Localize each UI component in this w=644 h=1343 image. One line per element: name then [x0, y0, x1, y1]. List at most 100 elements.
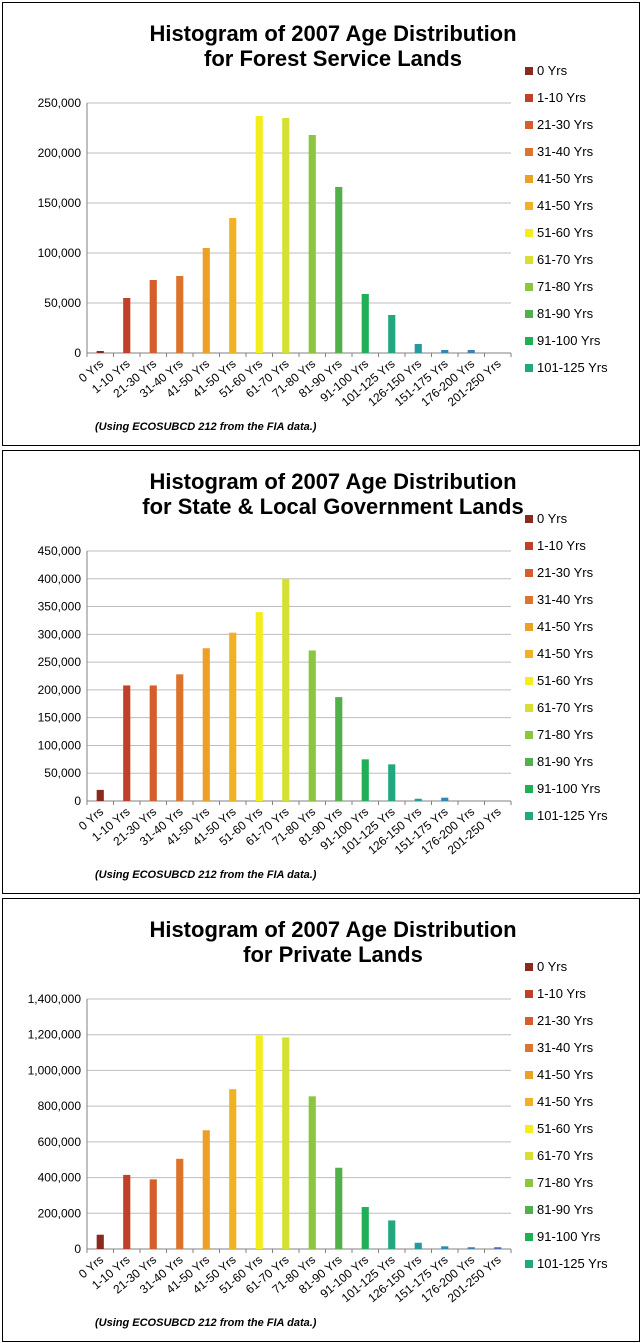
legend-label: 91-100 Yrs: [537, 333, 600, 348]
legend-label: 101-125 Yrs: [537, 360, 608, 375]
legend-item: 51-60 Yrs: [525, 225, 635, 252]
legend-label: 21-30 Yrs: [537, 117, 593, 132]
legend-label: 51-60 Yrs: [537, 225, 593, 240]
legend-label: 71-80 Yrs: [537, 1175, 593, 1190]
y-tick-label: 1,000,000: [28, 1063, 82, 1077]
legend-swatch: [525, 1233, 533, 1241]
legend-label: 41-50 Yrs: [537, 171, 593, 186]
y-tick-label: 150,000: [38, 196, 82, 210]
bar: [176, 1159, 183, 1249]
legend-label: 91-100 Yrs: [537, 781, 600, 796]
legend-label: 41-50 Yrs: [537, 619, 593, 634]
source-note: (Using ECOSUBCD 212 from the FIA data.): [95, 421, 316, 433]
bar: [282, 1037, 289, 1249]
bar-chart-plot: 0 200,000 400,000 600,000 800,000 1,000,000 1,…: [3, 899, 523, 1343]
legend-label: 61-70 Yrs: [537, 1148, 593, 1163]
legend-label: 81-90 Yrs: [537, 1202, 593, 1217]
legend-item: 21-30 Yrs: [525, 117, 635, 144]
legend-item: 81-90 Yrs: [525, 1202, 635, 1229]
legend-label: 91-100 Yrs: [537, 1229, 600, 1244]
bar: [335, 1168, 342, 1249]
y-tick-label: 600,000: [38, 1135, 82, 1149]
legend-item: 71-80 Yrs: [525, 1175, 635, 1202]
bar: [97, 1235, 104, 1249]
bar: [335, 697, 342, 801]
y-tick-label: 400,000: [38, 1171, 82, 1185]
legend-item: 1-10 Yrs: [525, 538, 635, 565]
legend-swatch: [525, 542, 533, 550]
legend-item: 101-125 Yrs: [525, 808, 635, 835]
bar: [256, 116, 263, 353]
bar: [203, 248, 210, 353]
y-tick-label: 100,000: [38, 738, 82, 752]
y-tick-label: 200,000: [38, 683, 82, 697]
bar: [309, 135, 316, 353]
chart-panel-state-local-government: Histogram of 2007 Age Distribution for S…: [2, 450, 640, 894]
legend-item: 91-100 Yrs: [525, 1229, 635, 1256]
y-tick-label: 450,000: [38, 544, 82, 558]
legend-swatch: [525, 990, 533, 998]
legend-swatch: [525, 1017, 533, 1025]
legend-swatch: [525, 310, 533, 318]
bar: [415, 799, 422, 801]
legend-swatch: [525, 1206, 533, 1214]
legend-swatch: [525, 364, 533, 372]
bar: [203, 648, 210, 801]
y-tick-label: 1,400,000: [28, 992, 82, 1006]
legend-swatch: [525, 963, 533, 971]
legend-label: 41-50 Yrs: [537, 646, 593, 661]
legend-swatch: [525, 650, 533, 658]
bar: [229, 218, 236, 353]
legend-label: 71-80 Yrs: [537, 727, 593, 742]
legend-item: 81-90 Yrs: [525, 754, 635, 781]
bar: [150, 1179, 157, 1249]
legend-item: 71-80 Yrs: [525, 727, 635, 754]
chart-legend: 0 Yrs 1-10 Yrs 21-30 Yrs 31-40 Yrs 41-50 Yrs…: [525, 959, 635, 1283]
y-tick-label: 200,000: [38, 1206, 82, 1220]
legend-swatch: [525, 256, 533, 264]
legend-item: 101-125 Yrs: [525, 360, 635, 387]
bar: [150, 685, 157, 801]
legend-label: 81-90 Yrs: [537, 306, 593, 321]
legend-label: 31-40 Yrs: [537, 1040, 593, 1055]
legend-item: 31-40 Yrs: [525, 1040, 635, 1067]
y-tick-label: 150,000: [38, 711, 82, 725]
bar: [150, 280, 157, 353]
bar: [256, 612, 263, 801]
bar: [123, 298, 130, 353]
legend-item: 81-90 Yrs: [525, 306, 635, 333]
legend-label: 0 Yrs: [537, 511, 567, 526]
legend-item: 41-50 Yrs: [525, 171, 635, 198]
legend-swatch: [525, 94, 533, 102]
legend-item: 31-40 Yrs: [525, 592, 635, 619]
legend-item: 51-60 Yrs: [525, 673, 635, 700]
y-tick-label: 250,000: [38, 655, 82, 669]
bar: [415, 344, 422, 353]
bar: [388, 315, 395, 353]
legend-item: 0 Yrs: [525, 959, 635, 986]
legend-label: 41-50 Yrs: [537, 1094, 593, 1109]
legend-label: 21-30 Yrs: [537, 1013, 593, 1028]
legend-swatch: [525, 569, 533, 577]
legend-label: 81-90 Yrs: [537, 754, 593, 769]
legend-item: 51-60 Yrs: [525, 1121, 635, 1148]
legend-label: 1-10 Yrs: [537, 986, 586, 1001]
bar-chart-plot: 0 50,000 100,000 150,000 200,000 250,000 300,0…: [3, 451, 523, 895]
legend-swatch: [525, 148, 533, 156]
legend-swatch: [525, 202, 533, 210]
legend-label: 51-60 Yrs: [537, 1121, 593, 1136]
legend-item: 91-100 Yrs: [525, 781, 635, 808]
y-tick-label: 1,200,000: [28, 1028, 82, 1042]
legend-label: 61-70 Yrs: [537, 700, 593, 715]
legend-swatch: [525, 677, 533, 685]
legend-label: 0 Yrs: [537, 959, 567, 974]
legend-item: 61-70 Yrs: [525, 700, 635, 727]
chart-panel-private: Histogram of 2007 Age Distribution for P…: [2, 898, 640, 1342]
legend-item: 41-50 Yrs: [525, 1067, 635, 1094]
legend-label: 41-50 Yrs: [537, 1067, 593, 1082]
legend-label: 21-30 Yrs: [537, 565, 593, 580]
bar: [203, 1130, 210, 1249]
y-tick-label: 800,000: [38, 1099, 82, 1113]
legend-swatch: [525, 623, 533, 631]
legend-label: 51-60 Yrs: [537, 673, 593, 688]
